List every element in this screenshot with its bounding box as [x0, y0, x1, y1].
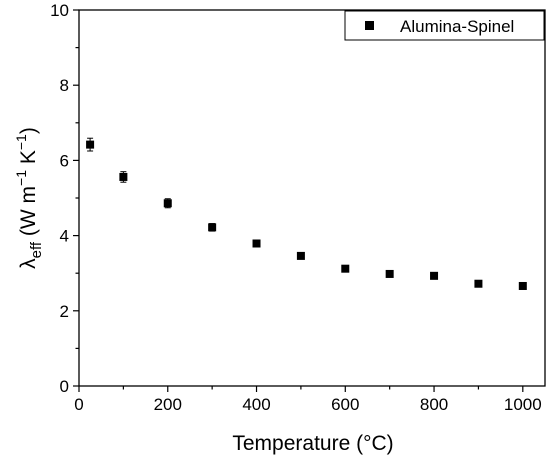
- data-point: [86, 137, 95, 152]
- legend-marker: [365, 21, 374, 30]
- legend-box: [344, 10, 545, 41]
- y-axis-symbol-subscript: eff: [28, 241, 45, 258]
- x-tick-label: 1000: [504, 395, 542, 414]
- x-tick-label: 600: [331, 395, 359, 414]
- data-marker: [385, 269, 394, 278]
- y-axis-title: λeff (W m−1 K−1): [13, 127, 45, 269]
- y-axis-symbol: λ: [17, 258, 40, 269]
- y-tick-label: 2: [60, 302, 69, 321]
- y-axis-unit-exp2: −1: [13, 134, 29, 150]
- x-tick-label: 800: [420, 395, 448, 414]
- x-axis-title: Temperature (°C): [232, 432, 393, 455]
- legend-label: Alumina-Spinel: [400, 17, 514, 36]
- y-tick-label: 8: [60, 76, 69, 95]
- data-marker: [208, 223, 217, 232]
- data-point: [296, 251, 305, 260]
- data-point: [208, 223, 217, 232]
- data-marker: [430, 271, 439, 280]
- data-marker: [86, 140, 95, 149]
- plot-area: [86, 137, 527, 290]
- data-marker: [119, 172, 128, 181]
- y-tick-label: 10: [50, 1, 69, 20]
- data-point: [430, 271, 439, 280]
- data-point: [385, 269, 394, 278]
- data-point: [518, 281, 527, 290]
- legend: Alumina-Spinel: [344, 10, 545, 41]
- data-point: [252, 239, 261, 248]
- x-tick-label: 400: [242, 395, 270, 414]
- x-tick-label: 200: [154, 395, 182, 414]
- x-tick-label: 0: [74, 395, 83, 414]
- data-marker: [296, 251, 305, 260]
- y-axis-unit-close: ): [17, 127, 40, 134]
- y-tick-label: 4: [60, 227, 69, 246]
- data-marker: [341, 264, 350, 273]
- y-axis-unit-mid: K: [17, 150, 40, 170]
- data-point: [163, 198, 172, 209]
- axes: 0 200 400 600 800 1000 0 2 4 6 8 10: [50, 1, 546, 414]
- data-marker: [474, 279, 483, 288]
- data-point: [119, 171, 128, 183]
- plot-frame: [78, 9, 546, 387]
- data-point: [341, 264, 350, 273]
- y-tick-label: 0: [60, 377, 69, 396]
- y-tick-label: 6: [60, 151, 69, 170]
- data-marker: [518, 281, 527, 290]
- y-axis-unit-exp1: −1: [13, 170, 29, 186]
- data-marker: [163, 199, 172, 208]
- data-marker: [252, 239, 261, 248]
- y-axis-unit-open: (W m: [17, 186, 40, 242]
- data-point: [474, 279, 483, 288]
